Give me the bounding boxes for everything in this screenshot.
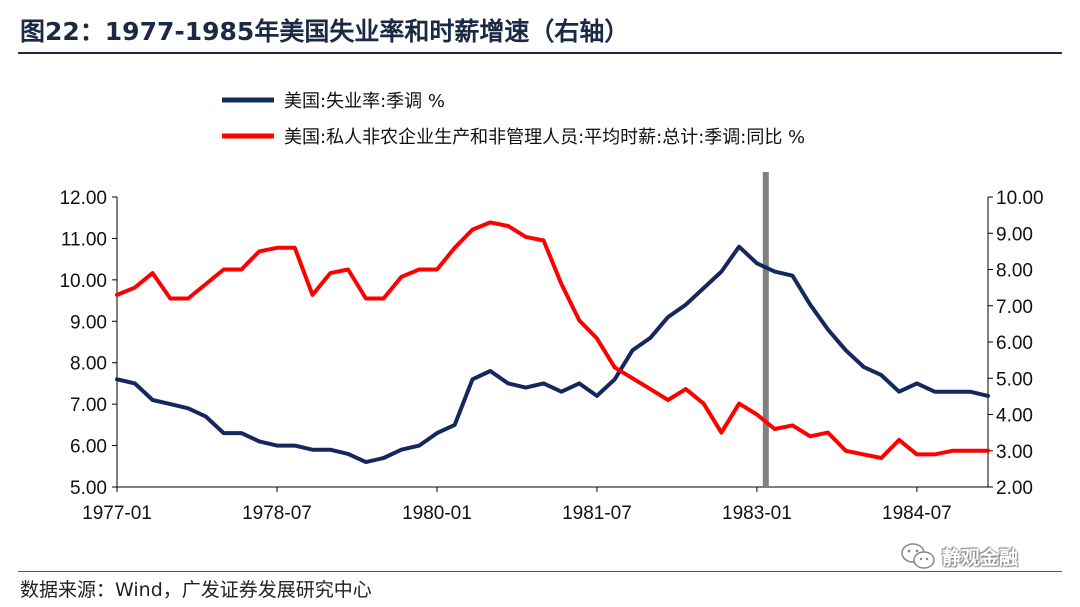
- series-lines: [115, 220, 990, 465]
- y-right-tick-label: 6.00: [996, 333, 1033, 354]
- title-divider: [18, 52, 1062, 54]
- y-right-tick-label: 2.00: [996, 478, 1033, 499]
- legend-label-wages: 美国:私人非农企业生产和非管理人员:平均时薪:总计:季调:同比 %: [284, 127, 805, 148]
- x-tick-label: 1978-07: [242, 503, 312, 524]
- y-right-tick-label: 10.00: [996, 188, 1044, 209]
- y-left-tick-label: 8.00: [70, 354, 107, 375]
- source-note: 数据来源：Wind，广发证券发展研究中心: [20, 579, 372, 601]
- chart-title: 图22：1977-1985年美国失业率和时薪增速（右轴）: [20, 17, 630, 46]
- event-marker-bar: [762, 172, 769, 487]
- wechat-icon: [901, 543, 935, 569]
- axes: [112, 196, 993, 492]
- y-left-tick-label: 11.00: [61, 229, 107, 250]
- event-marker: [762, 172, 769, 487]
- x-tick-label: 1977-01: [82, 503, 152, 524]
- x-tick-label: 1983-01: [722, 503, 792, 524]
- series-line-unemployment: [115, 244, 990, 465]
- y-left-tick-label: 12.00: [59, 188, 107, 209]
- watermark: 静观金融: [900, 541, 1018, 571]
- y-left-tick-label: 9.00: [70, 312, 107, 333]
- x-tick-label: 1984-07: [882, 503, 952, 524]
- chart-canvas: 美国:失业率:季调 % 美国:私人非农企业生产和非管理人员:平均时薪:总计:季调…: [59, 91, 1043, 524]
- tick-labels: 5.00 6.00 7.00 8.00 9.00 10.00 11.00 12.00 2.00 3…: [59, 188, 1043, 524]
- y-right-tick-label: 7.00: [996, 297, 1033, 318]
- x-tick-label: 1981-07: [562, 503, 632, 524]
- y-left-tick-label: 7.00: [70, 395, 107, 416]
- series-line-wages: [115, 220, 990, 460]
- y-left-tick-label: 6.00: [70, 437, 107, 458]
- y-right-tick-label: 4.00: [996, 406, 1033, 427]
- watermark-text: 静观金融: [942, 546, 1019, 569]
- legend: 美国:失业率:季调 % 美国:私人非农企业生产和非管理人员:平均时薪:总计:季调…: [222, 91, 805, 148]
- y-left-tick-label: 5.00: [70, 478, 107, 499]
- y-left-tick-label: 10.00: [59, 271, 107, 292]
- y-right-tick-label: 3.00: [996, 442, 1033, 463]
- y-right-tick-label: 9.00: [996, 224, 1033, 245]
- x-tick-label: 1980-01: [402, 503, 472, 524]
- y-right-tick-label: 8.00: [996, 261, 1033, 282]
- title-bar: 图22：1977-1985年美国失业率和时薪增速（右轴）: [0, 0, 1080, 52]
- y-right-tick-label: 5.00: [996, 369, 1033, 390]
- legend-label-unemployment: 美国:失业率:季调 %: [284, 91, 445, 112]
- footer-divider: [18, 571, 1062, 572]
